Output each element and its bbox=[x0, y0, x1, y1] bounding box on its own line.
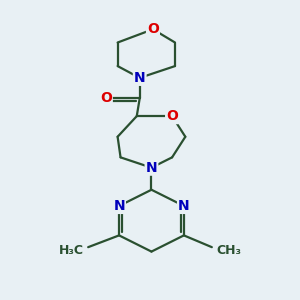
Text: N: N bbox=[113, 199, 125, 213]
Text: N: N bbox=[178, 199, 190, 213]
Text: CH₃: CH₃ bbox=[216, 244, 241, 256]
Text: O: O bbox=[166, 109, 178, 123]
Text: O: O bbox=[147, 22, 159, 36]
Text: H₃C: H₃C bbox=[59, 244, 84, 256]
Text: N: N bbox=[134, 71, 146, 85]
Text: N: N bbox=[146, 161, 157, 175]
Text: O: O bbox=[100, 92, 112, 106]
